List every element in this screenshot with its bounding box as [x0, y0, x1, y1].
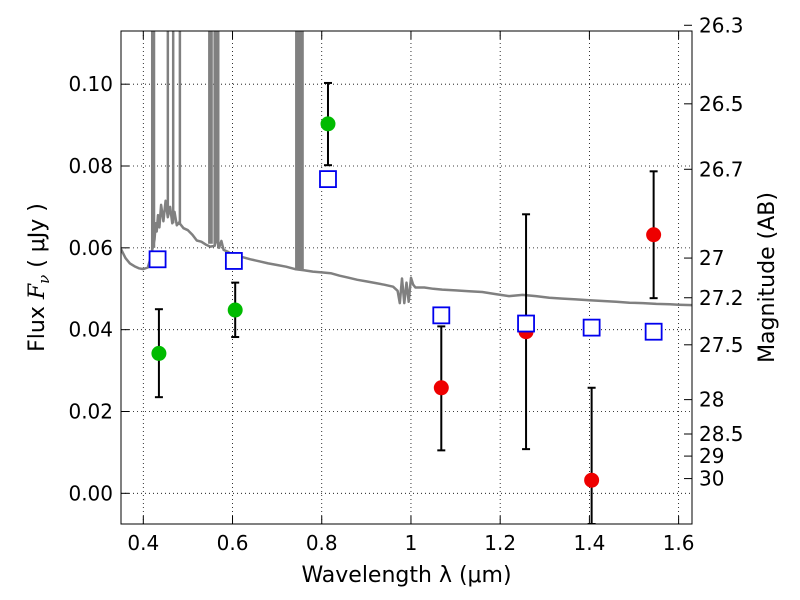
- y-axis-label-symbol: F: [25, 283, 50, 300]
- y-tick-label: 0.00: [68, 481, 113, 505]
- right-tick-label: 28.5: [699, 422, 744, 446]
- model-point-square: [319, 170, 337, 189]
- right-tick-label: 26.3: [699, 13, 744, 37]
- x-tick-label: 0.4: [127, 531, 159, 555]
- y-axis-label-suffix: ( μJy ): [25, 203, 50, 275]
- model-spectrum: [121, 31, 692, 307]
- y-tick-label: 0.06: [68, 236, 113, 260]
- data-markers: [148, 116, 663, 488]
- right-tick-label: 27.2: [699, 286, 744, 310]
- axis-ticks: 0.4 0.6 0.8 1 1.2 1.4 1.6 0.00 0.02 0.04 0.06 0.08 0…: [68, 13, 743, 555]
- x-tick-label: 1.2: [484, 531, 516, 555]
- right-tick-label: 28: [699, 388, 724, 412]
- y-axis-label-left: Flux Fν ( μJy ): [25, 203, 53, 352]
- x-axis-label: Wavelength λ (μm): [301, 563, 511, 588]
- x-tick-label: 1.4: [573, 531, 605, 555]
- right-tick-label: 26.5: [699, 92, 744, 116]
- right-tick-label: 27: [699, 246, 724, 270]
- model-point-square: [644, 322, 663, 341]
- y-tick-label: 0.02: [68, 399, 113, 423]
- y-axis-label-prefix: Flux: [25, 299, 50, 352]
- grid-lines: [121, 31, 692, 524]
- right-tick-label: 30: [699, 467, 724, 491]
- model-point-square: [432, 306, 451, 325]
- y-axis-label-right: Magnitude (AB): [755, 192, 780, 363]
- right-tick-label: 27.5: [699, 333, 744, 357]
- data-point-circle: [646, 227, 662, 243]
- y-axis-label-sub: ν: [35, 275, 53, 284]
- y-tick-label: 0.08: [68, 154, 113, 178]
- data-point-circle: [433, 380, 449, 396]
- model-spectrum-line: [121, 199, 692, 307]
- x-tick-label: 1.6: [663, 531, 695, 555]
- x-tick-label: 0.6: [217, 531, 249, 555]
- axis-labels: Wavelength λ (μm) Flux Fν ( μJy ) Magnit…: [25, 192, 780, 588]
- error-bars: [154, 81, 658, 524]
- x-tick-label: 0.8: [306, 531, 338, 555]
- data-point-circle: [227, 302, 243, 318]
- y-tick-label: 0.04: [68, 318, 113, 342]
- data-point-circle: [151, 345, 167, 361]
- x-tick-label: 1: [405, 531, 418, 555]
- model-point-square: [224, 252, 243, 270]
- data-point-circle: [320, 116, 336, 132]
- model-point-square: [148, 250, 167, 269]
- model-point-square: [517, 314, 535, 333]
- right-tick-label: 26.7: [699, 157, 744, 181]
- plot-frame: [120, 30, 693, 525]
- y-tick-label: 0.10: [68, 72, 113, 96]
- model-point-square: [582, 318, 601, 337]
- right-tick-label: 29: [699, 444, 724, 468]
- data-point-circle: [584, 472, 600, 488]
